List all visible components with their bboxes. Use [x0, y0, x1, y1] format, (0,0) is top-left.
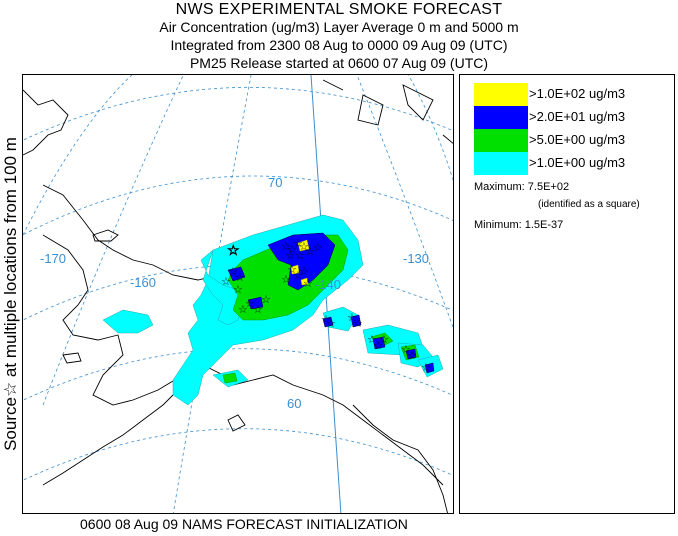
svg-text:☆: ☆ [253, 303, 263, 316]
meridian-130 [356, 75, 453, 329]
bc-coast [352, 404, 448, 513]
svg-text:☆: ☆ [299, 240, 309, 253]
svg-text:☆: ☆ [379, 333, 389, 346]
svg-text:☆: ☆ [287, 263, 297, 276]
plume-blue-w1 [227, 266, 246, 282]
label-lat-70: 70 [268, 175, 282, 190]
parallel-60 [23, 348, 453, 401]
label-lon-170: -170 [40, 251, 66, 266]
subtitle-concentration: Air Concentration (ug/m3) Layer Average … [159, 19, 519, 35]
svg-text:☆: ☆ [313, 241, 323, 254]
parallel-70 [23, 175, 453, 236]
plume-green-sw [222, 372, 238, 384]
plume-cyan-west [200, 249, 244, 326]
meridian-120 [408, 75, 453, 181]
source-markers: ☆ ☆☆☆☆ ☆ ☆ ☆☆ ☆☆☆ ☆ ☆ ☆☆☆ ☆☆☆ ☆☆ ☆☆ ☆☆ ☆☆☆ … [221, 237, 431, 374]
maximum-note: (identified as a square) [538, 199, 640, 210]
parallel-75 [23, 87, 453, 141]
svg-text:☆: ☆ [293, 269, 303, 282]
legend-swatch-2 [474, 106, 528, 129]
subtitle-integration: Integrated from 2300 08 Aug to 0000 09 A… [170, 37, 508, 53]
svg-text:☆: ☆ [261, 293, 271, 306]
svg-text:☆: ☆ [401, 343, 411, 356]
legend-label-2: >2.0E+01 ug/m3 [529, 109, 626, 124]
label-lon-140: -140 [315, 277, 341, 292]
page-title: NWS EXPERIMENTAL SMOKE FORECAST [175, 1, 503, 18]
label-lon-130: -130 [403, 251, 429, 266]
legend-swatch-1 [474, 83, 528, 106]
st-lawrence-island [92, 229, 119, 242]
map-canvas[interactable]: ☆ ☆☆☆☆ ☆ ☆ ☆☆ ☆☆☆ ☆ ☆ ☆☆☆ ☆☆☆ ☆☆ ☆☆ ☆☆ ☆☆☆ … [23, 75, 454, 514]
plume-blue-se4 [405, 348, 417, 360]
legend-label-3: >5.0E+00 ug/m3 [529, 132, 626, 147]
chukotka-coast [23, 89, 69, 156]
svg-text:☆: ☆ [303, 277, 313, 290]
legend-item-3: >5.0E+00 ug/m3 [474, 129, 674, 152]
svg-text:☆: ☆ [421, 361, 431, 374]
plume-yellow-3 [300, 277, 309, 286]
parallel-55 [23, 428, 453, 481]
forecast-initialization: 0600 08 Aug 09 NAMS FORECAST INITIALIZAT… [80, 516, 408, 532]
svg-text:☆: ☆ [299, 265, 309, 278]
minimum-value: Minimum: 1.5E-37 [474, 219, 564, 231]
svg-text:☆: ☆ [407, 349, 417, 362]
plume-blue-w2 [247, 296, 264, 310]
source-star-cluster-se: ☆☆ ☆☆ ☆☆☆ ☆☆ ☆ [321, 311, 431, 374]
plume-yellow-2 [290, 264, 300, 275]
svg-text:☆: ☆ [228, 265, 238, 278]
legend-label-4: >1.0E+00 ug/m3 [529, 155, 626, 170]
kodiak-island [227, 414, 246, 432]
svg-text:☆: ☆ [233, 283, 243, 296]
svg-text:☆: ☆ [285, 249, 295, 262]
legend-item-4: >1.0E+00 ug/m3 [474, 152, 674, 175]
arctic-islands [322, 79, 453, 144]
svg-text:☆: ☆ [281, 240, 291, 253]
legend-item-1: >1.0E+02 ug/m3 [474, 83, 674, 106]
maximum-value: Maximum: 7.5E+02 [474, 181, 570, 193]
source-star-cluster-west: ☆☆☆ ☆☆☆ ☆☆ [221, 265, 271, 316]
svg-text:☆: ☆ [245, 297, 255, 310]
legend-item-2: >2.0E+01 ug/m3 [474, 106, 674, 129]
meridian-170 [23, 75, 133, 236]
source-star-cluster-center: ☆☆☆ ☆ ☆ [281, 263, 313, 290]
svg-text:☆: ☆ [373, 339, 383, 352]
svg-text:☆: ☆ [293, 237, 303, 250]
svg-text:☆: ☆ [281, 273, 291, 286]
plume-blue-se1 [322, 316, 334, 328]
svg-text:☆: ☆ [305, 245, 315, 258]
legend-panel: >1.0E+02 ug/m3 >2.0E+01 ug/m3 >5.0E+00 u… [459, 74, 675, 514]
svg-text:☆: ☆ [238, 303, 248, 316]
subtitle-release: PM25 Release started at 0600 07 Aug 09 (… [189, 55, 489, 71]
smoke-plume [102, 214, 444, 406]
svg-text:☆: ☆ [326, 317, 336, 330]
svg-text:☆: ☆ [367, 333, 377, 346]
svg-text:☆: ☆ [353, 317, 363, 330]
source-side-text: Source☆ at multiple locations from 100 m [1, 137, 20, 451]
plume-blue-se2 [350, 314, 362, 328]
label-lon-160: -160 [130, 275, 156, 290]
map-panel[interactable]: ☆ ☆ ☆ ☆ ☆ ☆ ☆ ☆ ☆ ☆ ☆ ☆ ☆ ☆ ☆ ☆ ☆ ☆ ☆ ☆ ☆ ☆ ☆ ☆ ☆ ☆ ☆ ☆ ☆ … [22, 74, 454, 514]
svg-text:☆: ☆ [321, 313, 331, 326]
source-star: ☆ [227, 243, 240, 259]
legend-label-1: >1.0E+02 ug/m3 [529, 86, 626, 101]
meridian-160 [42, 75, 184, 406]
svg-text:☆: ☆ [235, 271, 245, 284]
source-side-label: Source☆ at multiple locations from 100 m [0, 73, 22, 515]
svg-text:☆: ☆ [221, 275, 231, 288]
svg-text:☆: ☆ [287, 243, 297, 256]
plume-cyan-coastal [102, 309, 154, 334]
plume-blue-se5 [424, 362, 435, 374]
legend-swatch-3 [474, 129, 528, 152]
plume-yellow-1 [297, 239, 310, 252]
svg-text:☆: ☆ [295, 249, 305, 262]
plume-blue-main [267, 232, 336, 291]
source-star-cluster-north: ☆☆☆☆ ☆ ☆ ☆☆ [281, 237, 323, 262]
legend-swatch-4 [474, 152, 528, 175]
plume-blue-se3 [372, 336, 386, 350]
label-lat-60: 60 [287, 396, 301, 411]
nunivak-island [62, 352, 82, 364]
svg-text:☆: ☆ [347, 311, 357, 324]
